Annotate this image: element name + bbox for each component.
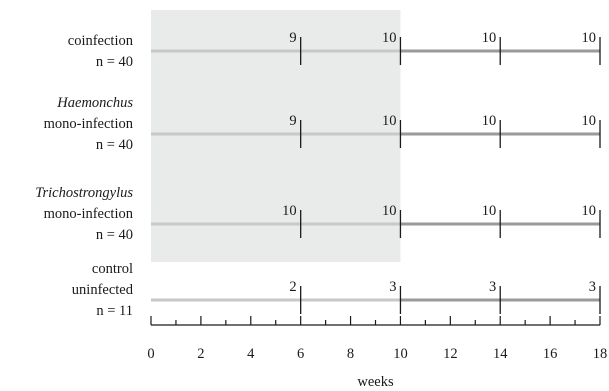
sample-count-label: 10 [382,203,397,219]
group-label-line: n = 40 [96,54,133,70]
group-label-line: Trichostrongylus [35,185,133,201]
sample-count-label: 3 [389,279,396,295]
group-row: coinfection n = 40 9 10 10 10 [68,30,601,70]
sample-count-label: 10 [582,113,597,129]
sample-count-label: 10 [582,30,597,46]
axis-tick-label: 10 [393,346,408,362]
sample-count-label: 3 [589,279,596,295]
group-rows: coinfection n = 40 9 10 10 10 Haemonchus mono-i… [35,30,601,319]
group-label-line: control [92,261,133,277]
sample-count-label: 10 [282,203,297,219]
group-label-line: n = 40 [96,227,133,243]
group-label-line: n = 40 [96,137,133,153]
axis-tick-label: 18 [593,346,608,362]
axis-tick-label: 16 [543,346,558,362]
sample-count-label: 10 [482,203,497,219]
group-label-line: Haemonchus [56,95,133,111]
axis-tick-label: 4 [247,346,255,362]
sample-count-label: 9 [289,30,296,46]
sample-count-label: 10 [382,113,397,129]
group-label-line: mono-infection [44,116,134,132]
sample-count-label: 10 [582,203,597,219]
sample-count-label: 9 [289,113,296,129]
group-label-line: n = 11 [96,303,133,319]
axis-tick-label: 2 [197,346,204,362]
axis-tick-label: 0 [147,346,154,362]
axis-tick-label: 12 [443,346,458,362]
group-label-line: mono-infection [44,206,134,222]
weeks-axis: 0 2 4 6 8 10 12 14 16 18 weeks [147,316,607,390]
sample-count-label: 10 [482,113,497,129]
axis-tick-label: 8 [347,346,354,362]
axis-tick-label: 6 [297,346,304,362]
group-label-line: coinfection [68,33,134,49]
sample-count-label: 10 [482,30,497,46]
axis-title: weeks [357,374,394,390]
sample-count-label: 3 [489,279,496,295]
sample-count-label: 10 [382,30,397,46]
group-row: Haemonchus mono-infection n = 40 9 10 10 10 [44,95,601,153]
group-label-line: uninfected [72,282,134,298]
sample-count-label: 2 [289,279,296,295]
axis-ticks [150,316,601,325]
group-row: control uninfected n = 11 2 3 3 3 [72,261,601,319]
axis-tick-labels: 0 2 4 6 8 10 12 14 16 18 [147,346,607,362]
axis-tick-label: 14 [493,346,508,362]
group-row: Trichostrongylus mono-infection n = 40 10 10… [35,185,601,243]
